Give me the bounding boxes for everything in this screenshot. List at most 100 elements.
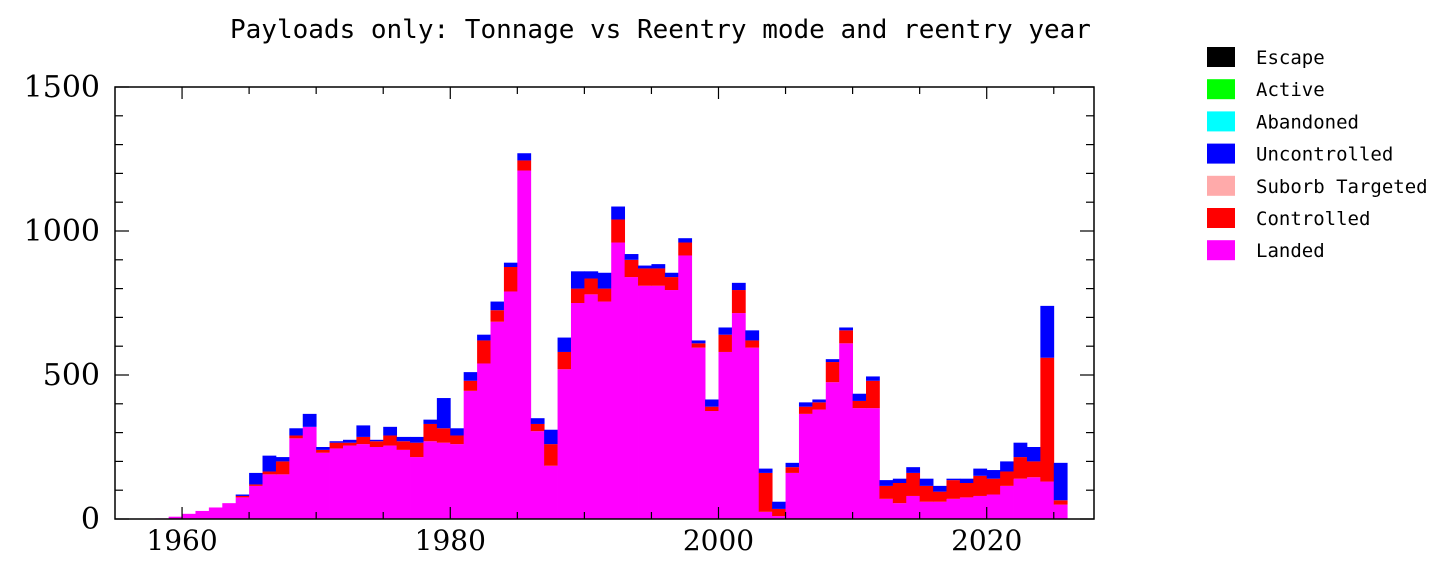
bar-segment-landed-1978 — [423, 441, 438, 519]
bar-segment-landed-2024 — [1040, 481, 1055, 519]
bar-segment-uncontrolled-1979 — [436, 398, 451, 429]
bar-segment-landed-1999 — [705, 411, 719, 519]
bar-segment-landed-2004 — [772, 516, 786, 519]
bar-segment-controlled-2009 — [839, 330, 853, 344]
bar-segment-landed-1965 — [249, 485, 263, 519]
bar-segment-controlled-2004 — [772, 508, 786, 517]
bar-segment-uncontrolled-1981 — [463, 372, 478, 381]
bar-segment-landed-2008 — [825, 382, 840, 519]
bar-segment-landed-1971 — [329, 448, 344, 519]
bar-segment-uncontrolled-2022 — [1013, 442, 1028, 458]
bar-segment-uncontrolled-1993 — [624, 254, 639, 260]
bar-segment-landed-1973 — [356, 444, 371, 519]
bar-segment-uncontrolled-1985 — [517, 153, 532, 161]
bar-segment-controlled-2011 — [866, 380, 880, 409]
bar-segment-landed-1993 — [624, 277, 639, 519]
bar-segment-landed-1967 — [275, 474, 290, 519]
bar-segment-landed-2011 — [866, 408, 880, 519]
bar-segment-controlled-1964 — [235, 495, 250, 498]
bar-segment-landed-1983 — [490, 321, 505, 519]
bar-segment-landed-1972 — [342, 445, 357, 519]
bar-segment-controlled-1992 — [611, 219, 626, 243]
bar-segment-uncontrolled-1987 — [544, 429, 558, 445]
bar-segment-landed-1987 — [544, 465, 558, 519]
legend-swatch-suborb-targeted — [1207, 175, 1235, 196]
bar-segment-landed-1966 — [262, 474, 277, 519]
bar-segment-uncontrolled-2018 — [959, 478, 974, 483]
bar-segment-controlled-1981 — [463, 380, 478, 391]
bar-segment-uncontrolled-1978 — [423, 419, 438, 424]
bar-segment-uncontrolled-2010 — [852, 393, 867, 401]
bar-segment-landed-2013 — [892, 503, 907, 519]
bar-segment-landed-2018 — [959, 497, 974, 519]
bar-segment-landed-2006 — [798, 413, 813, 519]
bar-segment-landed-1997 — [678, 255, 693, 520]
bar-segment-uncontrolled-2005 — [785, 462, 800, 468]
bar-segment-landed-2014 — [906, 495, 921, 519]
bar-segment-controlled-2006 — [798, 406, 813, 414]
bar-segment-controlled-2025 — [1053, 500, 1068, 505]
bar-segment-controlled-1988 — [557, 351, 572, 370]
bar-segment-controlled-2019 — [973, 475, 988, 496]
bar-segment-landed-1974 — [369, 447, 384, 519]
legend-label-landed: Landed — [1256, 240, 1325, 262]
bar-segment-controlled-1995 — [651, 268, 666, 286]
bar-segment-controlled-1979 — [436, 428, 451, 443]
bar-segment-uncontrolled-1984 — [503, 262, 518, 267]
bar-segment-controlled-1978 — [423, 423, 438, 442]
bar-segment-landed-1961 — [195, 510, 210, 519]
bar-segment-landed-2010 — [852, 408, 867, 519]
bar-segment-controlled-2017 — [946, 480, 961, 499]
bar-segment-uncontrolled-1992 — [611, 206, 626, 220]
bars-layer — [141, 153, 1068, 520]
bar-segment-uncontrolled-2002 — [745, 330, 760, 341]
bar-segment-uncontrolled-1974 — [369, 439, 384, 442]
legend-label-uncontrolled: Uncontrolled — [1256, 144, 1393, 166]
bar-segment-landed-2016 — [933, 501, 947, 519]
bar-segment-uncontrolled-2021 — [1000, 461, 1014, 472]
bar-segment-controlled-2021 — [1000, 471, 1014, 486]
bar-segment-landed-2000 — [718, 351, 733, 519]
bar-segment-landed-1979 — [436, 442, 451, 519]
bar-segment-landed-1970 — [316, 452, 330, 519]
tick-labels-layer: 0 500 1000 1500 1960 1980 2000 2020 — [24, 70, 1023, 557]
bar-segment-landed-1989 — [570, 303, 585, 519]
bar-segment-uncontrolled-2008 — [825, 359, 840, 363]
bar-segment-landed-1963 — [222, 503, 237, 519]
bar-segment-controlled-2015 — [919, 485, 934, 502]
bar-segment-uncontrolled-2011 — [866, 376, 880, 381]
bar-segment-landed-1962 — [208, 507, 223, 519]
bar-segment-landed-1976 — [396, 449, 411, 519]
bar-segment-landed-1984 — [503, 291, 518, 519]
bar-segment-uncontrolled-1983 — [490, 301, 505, 311]
bar-segment-uncontrolled-2015 — [919, 478, 934, 486]
bar-segment-controlled-1970 — [316, 449, 330, 453]
bar-segment-controlled-2023 — [1026, 461, 1041, 478]
bar-segment-landed-2019 — [973, 495, 988, 519]
legend-label-abandoned: Abandoned — [1256, 111, 1359, 133]
bar-segment-controlled-2020 — [986, 478, 1001, 495]
bar-segment-landed-1990 — [584, 294, 599, 519]
bar-segment-uncontrolled-2003 — [758, 468, 773, 473]
bar-segment-landed-2005 — [785, 472, 800, 519]
y-tick-label-0: 0 — [81, 502, 100, 537]
legend-label-escape: Escape — [1256, 47, 1325, 69]
bar-segment-landed-2025 — [1053, 504, 1068, 519]
legend-swatch-controlled — [1207, 208, 1235, 228]
bar-segment-controlled-1986 — [530, 423, 545, 432]
bar-segment-uncontrolled-1967 — [275, 457, 290, 462]
bar-segment-uncontrolled-2001 — [731, 282, 746, 291]
bar-segment-landed-1959 — [168, 516, 183, 519]
bar-segment-controlled-1982 — [477, 340, 491, 364]
bar-segment-uncontrolled-2009 — [839, 327, 853, 331]
bar-segment-uncontrolled-1996 — [664, 272, 679, 278]
bar-segment-landed-2015 — [919, 501, 934, 519]
legend-swatch-uncontrolled — [1207, 143, 1235, 164]
legend-label-active: Active — [1256, 79, 1325, 101]
bar-segment-controlled-1985 — [517, 160, 532, 171]
bar-segment-controlled-2008 — [825, 362, 840, 383]
bar-segment-landed-2007 — [812, 409, 827, 519]
legend-label-controlled: Controlled — [1256, 208, 1370, 230]
bar-segment-landed-2017 — [946, 498, 961, 519]
bar-segment-uncontrolled-1991 — [597, 272, 612, 289]
